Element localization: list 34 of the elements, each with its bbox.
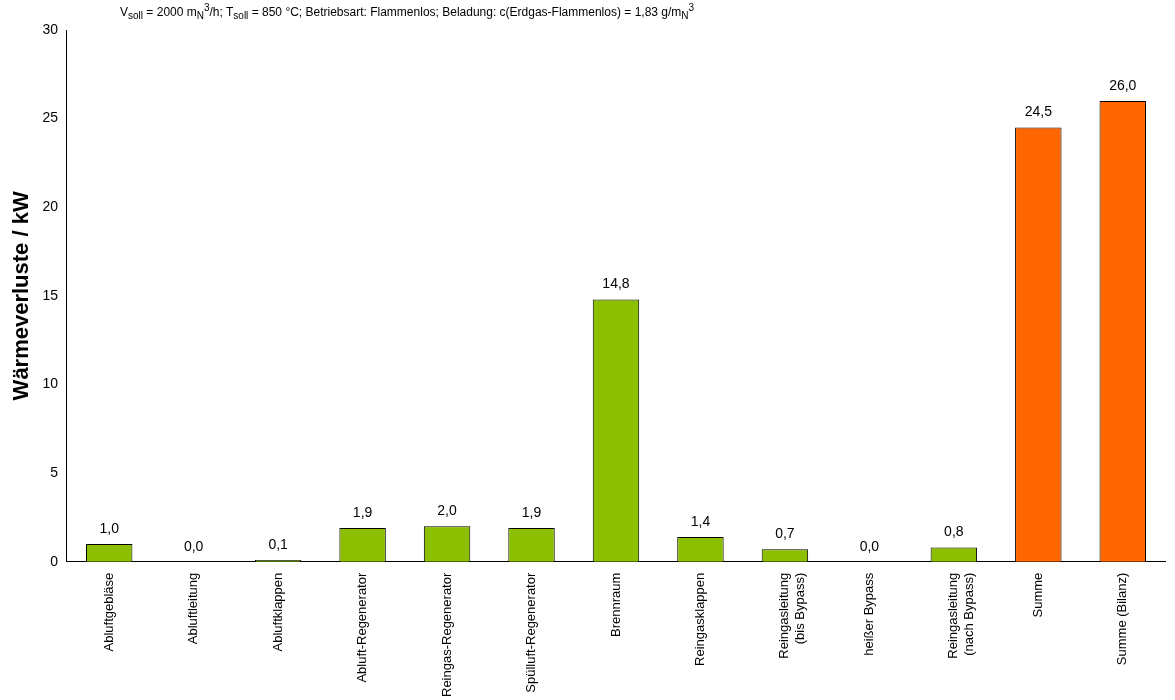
y-tick-label: 5 — [50, 463, 59, 480]
data-label: 0,8 — [944, 523, 964, 540]
x-tick-label: Abluftklappen — [269, 572, 285, 652]
x-tick-label: Brennraum — [607, 572, 623, 638]
y-axis-title: Wärmeverluste / kW — [8, 191, 34, 401]
data-label: 0,0 — [183, 537, 204, 554]
data-label: 1,4 — [690, 512, 711, 529]
x-tick-label: Abluftleitung — [185, 572, 201, 645]
x-tick-label: Abluft-Regenerator — [354, 572, 370, 683]
data-label: 1,9 — [352, 503, 373, 520]
x-tick-label: Summe (Bilanz) — [1114, 572, 1130, 666]
y-tick-label: 0 — [50, 552, 59, 569]
data-label: 0,0 — [859, 537, 880, 554]
x-tick-label: heißer Bypass — [860, 572, 876, 656]
y-tick-label: 30 — [42, 20, 59, 37]
data-label: 2,0 — [437, 502, 457, 519]
x-tick-label: Reingasleitung (bis Bypass) — [776, 572, 808, 659]
x-tick-label: Reingas-Regenerator — [438, 572, 454, 697]
data-label: 1,0 — [99, 519, 120, 536]
x-tick-label: Abluftgebläse — [100, 572, 116, 652]
data-label: 24,5 — [1024, 103, 1053, 120]
x-tick-label: Summe — [1029, 572, 1045, 618]
data-label: 0,1 — [268, 535, 289, 552]
y-tick-label: 15 — [42, 286, 59, 303]
x-tick-label: Spülluft-Regenerator — [523, 572, 539, 693]
y-tick-label: 25 — [42, 109, 59, 126]
data-label: 26,0 — [1109, 76, 1137, 93]
y-tick-label: 10 — [42, 375, 59, 392]
x-tick-label: Reingasleitung (nach Bypass) — [945, 572, 977, 659]
data-label: 0,7 — [775, 525, 795, 542]
data-label: 1,9 — [521, 503, 542, 520]
data-label: 14,8 — [602, 275, 630, 292]
x-tick-label: Reingasklappen — [692, 572, 708, 666]
y-tick-label: 20 — [42, 198, 59, 215]
